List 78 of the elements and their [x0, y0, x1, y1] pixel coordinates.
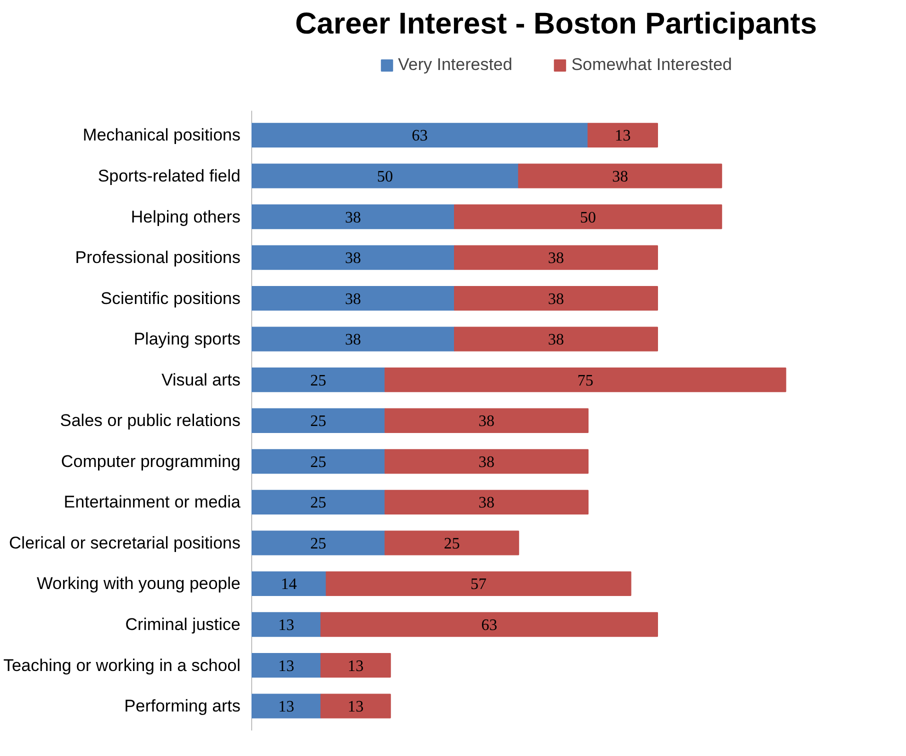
- data-label: 38: [345, 290, 361, 308]
- data-label: 38: [548, 250, 564, 268]
- bar: [518, 164, 722, 188]
- data-label: 13: [348, 658, 364, 675]
- bar: [252, 571, 327, 596]
- y-tick-label: Professional positions: [75, 248, 241, 268]
- y-tick-label: Visual arts: [161, 370, 241, 390]
- y-tick-label: Mechanical positions: [82, 126, 241, 145]
- chart-title: Career Interest - Boston Participants: [295, 8, 817, 40]
- data-label: 25: [310, 372, 326, 390]
- data-label: 38: [478, 454, 495, 471]
- bar: [252, 326, 455, 352]
- bar: [252, 408, 386, 433]
- data-label: 13: [278, 658, 294, 675]
- data-label: 13: [614, 128, 631, 145]
- data-label: 38: [478, 494, 495, 512]
- y-tick-label: Sports-related field: [98, 166, 241, 186]
- bar: [320, 612, 658, 637]
- data-label: 63: [412, 128, 428, 145]
- bar: [252, 612, 322, 637]
- data-label: 13: [278, 698, 294, 716]
- data-label: 25: [310, 454, 326, 471]
- data-label: 13: [348, 698, 364, 716]
- y-tick-label: Playing sports: [134, 330, 241, 349]
- bar: [252, 652, 322, 678]
- y-tick-label: Criminal justice: [125, 614, 240, 634]
- data-label: 25: [310, 535, 326, 552]
- bar: [384, 449, 589, 474]
- bar: [252, 530, 386, 556]
- data-label: 38: [478, 413, 495, 430]
- y-tick-label: Scientific positions: [100, 288, 240, 308]
- bar: [384, 368, 786, 392]
- data-label: 38: [548, 332, 564, 349]
- data-label: 38: [345, 332, 361, 349]
- y-tick-label: Sales or public relations: [60, 411, 240, 430]
- data-label: 25: [444, 535, 460, 552]
- legend-label: Very Interested: [398, 55, 512, 75]
- data-label: 38: [345, 209, 361, 226]
- bar: [454, 245, 658, 270]
- bar: [252, 164, 520, 188]
- data-label: 57: [470, 576, 487, 594]
- bar: [252, 122, 589, 148]
- y-tick-label: Computer programming: [60, 452, 241, 471]
- data-label: 38: [612, 168, 628, 186]
- data-label: 50: [377, 168, 394, 186]
- bar: [252, 204, 455, 230]
- bar: [252, 286, 455, 311]
- y-tick-label: Helping others: [130, 207, 241, 226]
- data-label: 50: [580, 209, 596, 226]
- bar: [326, 571, 632, 596]
- bar: [320, 652, 391, 678]
- data-label: 63: [481, 616, 498, 634]
- y-tick-label: Clerical or secretarial positions: [9, 533, 241, 552]
- data-label: 25: [310, 494, 326, 512]
- y-tick-label: Entertainment or media: [64, 492, 242, 512]
- bar: [252, 245, 455, 270]
- legend-label: Somewhat Interested: [571, 55, 732, 75]
- data-label: 38: [548, 290, 564, 308]
- y-tick-label: Working with young people: [36, 574, 241, 594]
- bar: [454, 286, 658, 311]
- data-label: 13: [278, 616, 294, 634]
- bar: [320, 694, 391, 718]
- data-label: 75: [577, 372, 594, 390]
- bar: [384, 530, 520, 556]
- bar: [252, 694, 322, 718]
- bar: [384, 408, 589, 433]
- bar: [588, 122, 658, 148]
- bar: [454, 326, 658, 352]
- data-label: 38: [345, 250, 361, 268]
- y-tick-label: Teaching or working in a school: [3, 656, 240, 675]
- bar: [252, 368, 386, 392]
- data-label: 25: [310, 413, 326, 430]
- bar: [252, 449, 386, 474]
- data-label: 14: [280, 576, 297, 594]
- bar: [454, 204, 722, 230]
- bar: [252, 490, 386, 514]
- y-tick-label: Performing arts: [124, 696, 240, 716]
- bar: [384, 490, 589, 514]
